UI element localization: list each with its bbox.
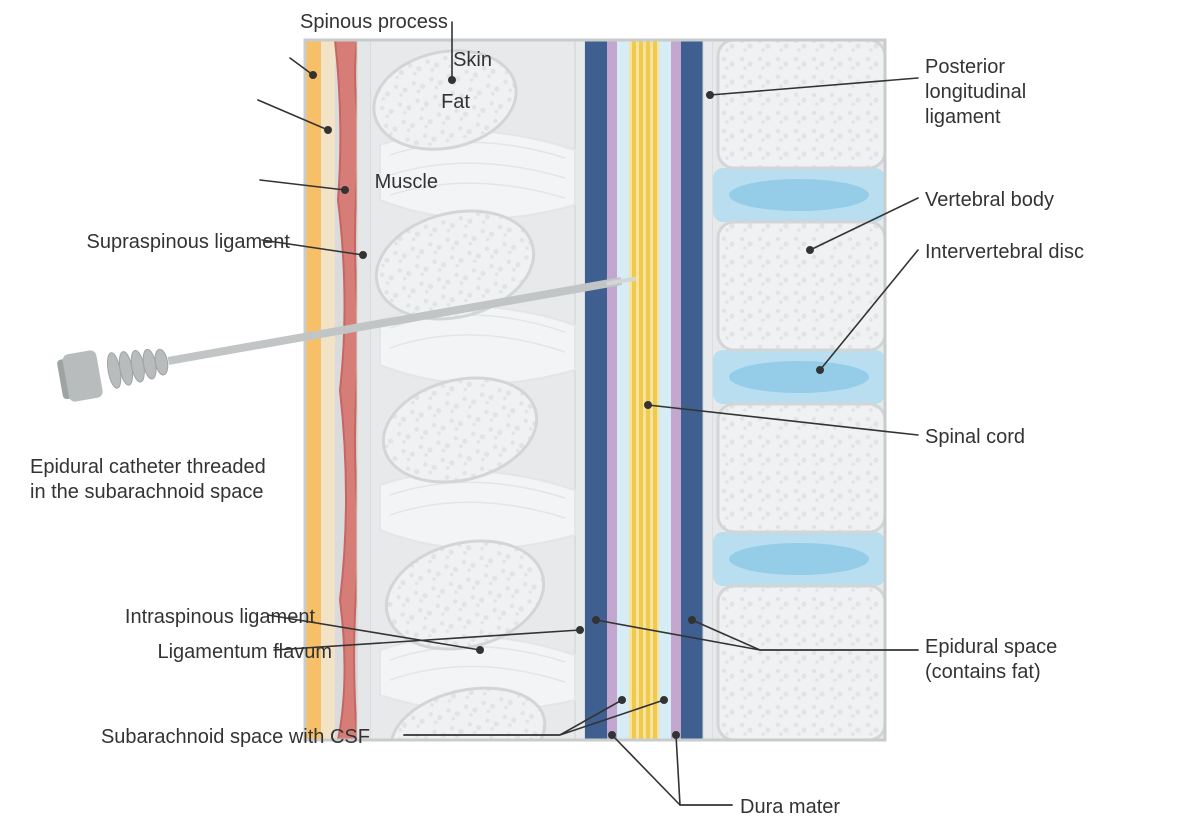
vertebral-bodies bbox=[718, 40, 885, 740]
label-catheter: Epidural catheter threaded in the subara… bbox=[30, 455, 266, 505]
layer-lig-flavum bbox=[575, 40, 585, 740]
layer-epidural-right bbox=[681, 40, 703, 740]
label-subarach: Subarachnoid space with CSF bbox=[101, 725, 370, 750]
layer-skin bbox=[305, 40, 321, 740]
tissue-layers bbox=[305, 38, 885, 795]
diagram-border bbox=[305, 40, 885, 740]
layer-pll bbox=[703, 40, 713, 740]
label-intraspinous: Intraspinous ligament bbox=[125, 605, 315, 630]
layer-fat bbox=[321, 40, 335, 740]
layer-subarachnoid-left bbox=[617, 40, 629, 740]
leader-lines bbox=[258, 22, 918, 805]
label-lig_flavum: Ligamentum flavum bbox=[157, 640, 332, 665]
layer-subarachnoid-right bbox=[659, 40, 671, 740]
label-vertebral_body: Vertebral body bbox=[925, 188, 1054, 213]
layer-spinous-region bbox=[371, 40, 575, 740]
intraspinous-bands bbox=[380, 131, 575, 711]
needle-hub bbox=[56, 337, 172, 403]
label-cord: Spinal cord bbox=[925, 425, 1025, 450]
layer-muscle bbox=[335, 40, 360, 740]
label-dura: Dura mater bbox=[740, 795, 840, 820]
label-disc: Intervertebral disc bbox=[925, 240, 1084, 265]
label-epidural: Epidural space (contains fat) bbox=[925, 635, 1057, 685]
label-muscle: Muscle bbox=[375, 170, 438, 195]
label-spinous: Spinous process bbox=[300, 10, 448, 35]
label-supraspinous: Supraspinous ligament bbox=[87, 230, 290, 255]
label-skin: Skin bbox=[453, 48, 492, 73]
spinous-processes bbox=[365, 38, 556, 795]
layer-dura-left bbox=[607, 40, 617, 740]
layer-supraspinous bbox=[357, 40, 371, 740]
label-pll: Posterior longitudinal ligament bbox=[925, 55, 1026, 130]
layer-vertebral-column-bg bbox=[713, 40, 885, 740]
intervertebral-discs bbox=[713, 168, 885, 586]
label-fat: Fat bbox=[441, 90, 470, 115]
layer-epidural-left bbox=[585, 40, 607, 740]
layer-spinal-cord bbox=[629, 40, 659, 740]
epidural-needle bbox=[56, 255, 640, 404]
layer-dura-right bbox=[671, 40, 681, 740]
